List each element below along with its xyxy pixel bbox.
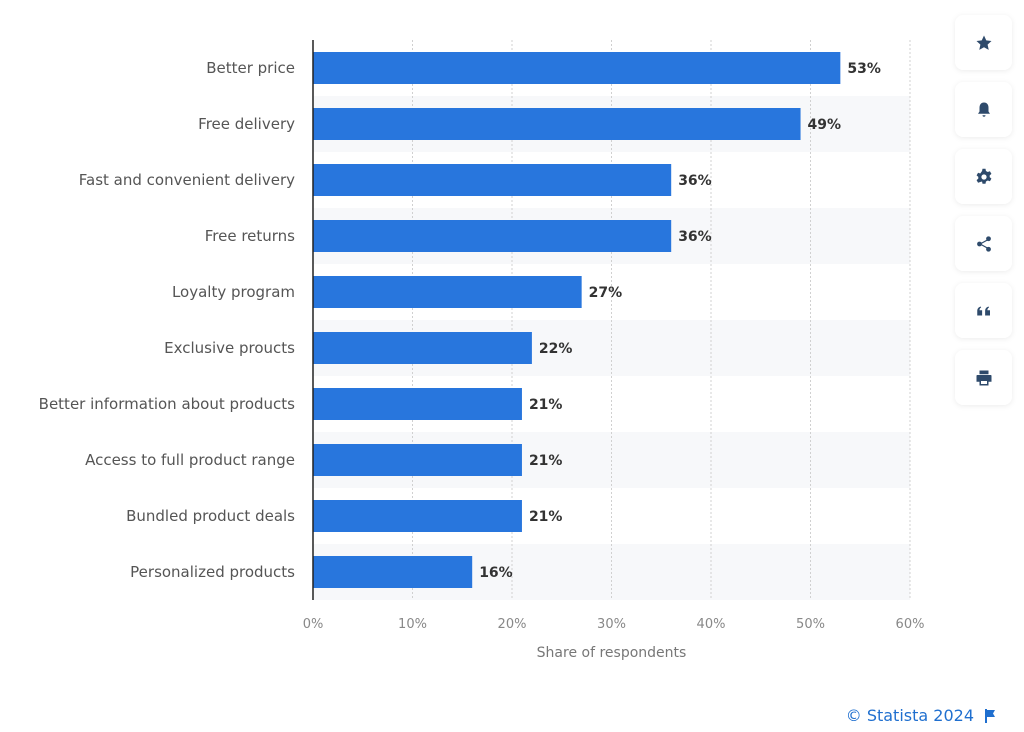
- notification-button[interactable]: [955, 82, 1012, 137]
- category-label: Personalized products: [130, 563, 295, 581]
- gear-icon: [976, 168, 991, 184]
- bar: [313, 332, 532, 364]
- bars: [313, 52, 841, 588]
- x-tick-labels: 0% 10% 20% 30% 40% 50% 60%: [303, 617, 925, 632]
- x-tick-label: 10%: [398, 617, 427, 632]
- category-label: Fast and convenient delivery: [79, 171, 295, 189]
- action-sidebar: [955, 15, 1012, 417]
- category-label: Bundled product deals: [126, 507, 295, 525]
- x-tick-label: 50%: [796, 617, 825, 632]
- bar: [313, 52, 841, 84]
- value-label: 36%: [678, 229, 712, 245]
- settings-button[interactable]: [955, 149, 1012, 204]
- share-icon: [976, 235, 991, 252]
- flag-icon[interactable]: [984, 708, 996, 723]
- value-label: 27%: [589, 285, 623, 301]
- category-label: Loyalty program: [172, 283, 295, 301]
- category-label: Free returns: [205, 227, 295, 245]
- category-label: Free delivery: [198, 115, 295, 133]
- favorite-button[interactable]: [955, 15, 1012, 70]
- bar: [313, 444, 522, 476]
- printer-icon: [976, 370, 991, 385]
- bar-chart: Better price Free delivery Fast and conven…: [39, 40, 925, 661]
- x-tick-label: 20%: [498, 617, 527, 632]
- share-button[interactable]: [955, 216, 1012, 271]
- bar: [313, 164, 672, 196]
- quote-icon: [976, 306, 990, 315]
- print-button[interactable]: [955, 350, 1012, 405]
- x-tick-label: 0%: [303, 617, 324, 632]
- value-label: 53%: [847, 61, 881, 77]
- category-label: Exclusive proucts: [164, 339, 295, 357]
- x-tick-label: 40%: [697, 617, 726, 632]
- value-label: 21%: [529, 509, 563, 525]
- value-label: 36%: [678, 173, 712, 189]
- star-icon: [976, 35, 991, 50]
- copyright-link[interactable]: © Statista 2024: [845, 706, 974, 725]
- value-label: 49%: [808, 117, 842, 133]
- bar: [313, 500, 522, 532]
- value-labels: 53% 49% 36% 36% 27% 22% 21% 21% 21% 16%: [479, 61, 881, 581]
- category-label: Better price: [206, 59, 295, 77]
- bar: [313, 556, 473, 588]
- bar: [313, 388, 522, 420]
- value-label: 22%: [539, 341, 573, 357]
- x-tick-label: 30%: [597, 617, 626, 632]
- category-label: Access to full product range: [85, 451, 295, 469]
- value-label: 21%: [529, 453, 563, 469]
- bar: [313, 220, 672, 252]
- bell-icon: [977, 102, 990, 117]
- bar: [313, 108, 801, 140]
- value-label: 21%: [529, 397, 563, 413]
- value-label: 16%: [479, 565, 513, 581]
- cite-button[interactable]: [955, 283, 1012, 338]
- category-label: Better information about products: [39, 395, 296, 413]
- x-tick-label: 60%: [896, 617, 925, 632]
- category-labels: Better price Free delivery Fast and conven…: [39, 59, 296, 581]
- footer: © Statista 2024: [846, 706, 996, 725]
- bar: [313, 276, 582, 308]
- x-axis-title: Share of respondents: [537, 645, 687, 661]
